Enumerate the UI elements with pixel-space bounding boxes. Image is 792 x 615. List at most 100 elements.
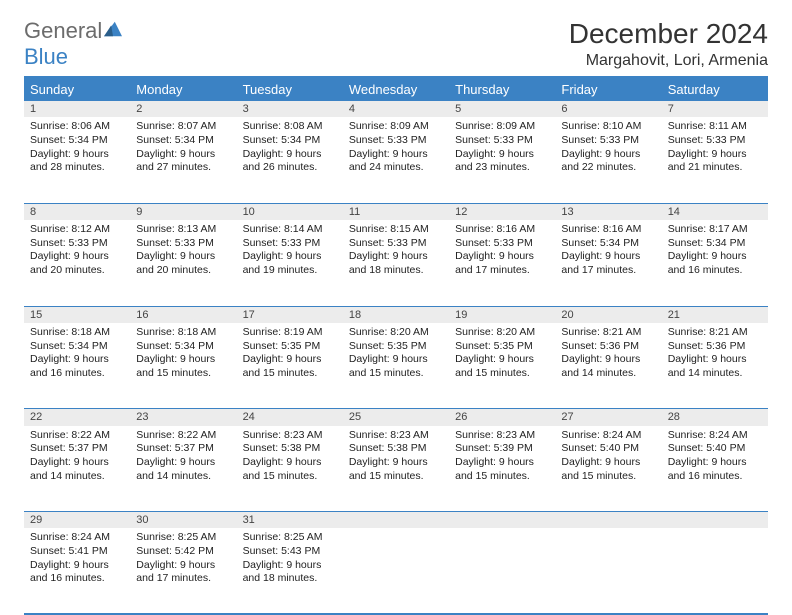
day-cell: Sunrise: 8:21 AMSunset: 5:36 PMDaylight:… <box>555 323 661 409</box>
day-body: Sunrise: 8:06 AMSunset: 5:34 PMDaylight:… <box>24 117 130 181</box>
daylight-line: Daylight: 9 hours and 14 minutes. <box>668 353 762 380</box>
daylight-line: Daylight: 9 hours and 15 minutes. <box>136 353 230 380</box>
day-body: Sunrise: 8:24 AMSunset: 5:40 PMDaylight:… <box>662 426 768 490</box>
daylight-line: Daylight: 9 hours and 18 minutes. <box>243 559 337 586</box>
day-body: Sunrise: 8:24 AMSunset: 5:41 PMDaylight:… <box>24 528 130 592</box>
daylight-line: Daylight: 9 hours and 17 minutes. <box>561 250 655 277</box>
sunset-line: Sunset: 5:38 PM <box>243 442 337 456</box>
sunrise-line: Sunrise: 8:25 AM <box>136 531 230 545</box>
daylight-line: Daylight: 9 hours and 14 minutes. <box>30 456 124 483</box>
day-cell: Sunrise: 8:22 AMSunset: 5:37 PMDaylight:… <box>130 426 236 512</box>
sunrise-line: Sunrise: 8:20 AM <box>455 326 549 340</box>
day-cell: Sunrise: 8:23 AMSunset: 5:39 PMDaylight:… <box>449 426 555 512</box>
day-number-cell: 25 <box>343 409 449 426</box>
day-number-cell: 12 <box>449 203 555 220</box>
sunset-line: Sunset: 5:33 PM <box>349 237 443 251</box>
day-cell: Sunrise: 8:16 AMSunset: 5:33 PMDaylight:… <box>449 220 555 306</box>
day-cell: Sunrise: 8:11 AMSunset: 5:33 PMDaylight:… <box>662 117 768 203</box>
daylight-line: Daylight: 9 hours and 15 minutes. <box>349 456 443 483</box>
day-cell: Sunrise: 8:15 AMSunset: 5:33 PMDaylight:… <box>343 220 449 306</box>
day-body: Sunrise: 8:17 AMSunset: 5:34 PMDaylight:… <box>662 220 768 284</box>
sunrise-line: Sunrise: 8:22 AM <box>30 429 124 443</box>
daylight-line: Daylight: 9 hours and 23 minutes. <box>455 148 549 175</box>
daylight-line: Daylight: 9 hours and 15 minutes. <box>455 353 549 380</box>
sunrise-line: Sunrise: 8:24 AM <box>30 531 124 545</box>
daylight-line: Daylight: 9 hours and 14 minutes. <box>136 456 230 483</box>
daylight-line: Daylight: 9 hours and 15 minutes. <box>349 353 443 380</box>
day-body: Sunrise: 8:09 AMSunset: 5:33 PMDaylight:… <box>449 117 555 181</box>
day-number-cell: 29 <box>24 512 130 529</box>
title-block: December 2024 Margahovit, Lori, Armenia <box>569 18 768 70</box>
daylight-line: Daylight: 9 hours and 17 minutes. <box>455 250 549 277</box>
day-body: Sunrise: 8:14 AMSunset: 5:33 PMDaylight:… <box>237 220 343 284</box>
sunrise-line: Sunrise: 8:11 AM <box>668 120 762 134</box>
day-body: Sunrise: 8:24 AMSunset: 5:40 PMDaylight:… <box>555 426 661 490</box>
day-body: Sunrise: 8:22 AMSunset: 5:37 PMDaylight:… <box>130 426 236 490</box>
day-cell: Sunrise: 8:25 AMSunset: 5:42 PMDaylight:… <box>130 528 236 614</box>
day-number-cell: 26 <box>449 409 555 426</box>
day-number-cell: 16 <box>130 306 236 323</box>
day-body-row: Sunrise: 8:12 AMSunset: 5:33 PMDaylight:… <box>24 220 768 306</box>
day-number-cell <box>343 512 449 529</box>
day-body: Sunrise: 8:15 AMSunset: 5:33 PMDaylight:… <box>343 220 449 284</box>
day-number-cell: 3 <box>237 101 343 117</box>
day-cell: Sunrise: 8:16 AMSunset: 5:34 PMDaylight:… <box>555 220 661 306</box>
daylight-line: Daylight: 9 hours and 16 minutes. <box>668 250 762 277</box>
day-number-cell <box>662 512 768 529</box>
sunrise-line: Sunrise: 8:23 AM <box>455 429 549 443</box>
day-body: Sunrise: 8:23 AMSunset: 5:38 PMDaylight:… <box>237 426 343 490</box>
sunset-line: Sunset: 5:33 PM <box>243 237 337 251</box>
sunset-line: Sunset: 5:34 PM <box>136 340 230 354</box>
sunset-line: Sunset: 5:34 PM <box>136 134 230 148</box>
day-body: Sunrise: 8:09 AMSunset: 5:33 PMDaylight:… <box>343 117 449 181</box>
day-number-row: 293031 <box>24 512 768 529</box>
sunrise-line: Sunrise: 8:21 AM <box>561 326 655 340</box>
daylight-line: Daylight: 9 hours and 26 minutes. <box>243 148 337 175</box>
day-body: Sunrise: 8:12 AMSunset: 5:33 PMDaylight:… <box>24 220 130 284</box>
sunset-line: Sunset: 5:42 PM <box>136 545 230 559</box>
day-body: Sunrise: 8:21 AMSunset: 5:36 PMDaylight:… <box>662 323 768 387</box>
sunrise-line: Sunrise: 8:09 AM <box>349 120 443 134</box>
day-body-row: Sunrise: 8:06 AMSunset: 5:34 PMDaylight:… <box>24 117 768 203</box>
day-body: Sunrise: 8:16 AMSunset: 5:33 PMDaylight:… <box>449 220 555 284</box>
daylight-line: Daylight: 9 hours and 16 minutes. <box>668 456 762 483</box>
sunrise-line: Sunrise: 8:13 AM <box>136 223 230 237</box>
day-number-cell: 15 <box>24 306 130 323</box>
day-body: Sunrise: 8:18 AMSunset: 5:34 PMDaylight:… <box>130 323 236 387</box>
day-body-row: Sunrise: 8:22 AMSunset: 5:37 PMDaylight:… <box>24 426 768 512</box>
day-cell: Sunrise: 8:08 AMSunset: 5:34 PMDaylight:… <box>237 117 343 203</box>
day-cell: Sunrise: 8:12 AMSunset: 5:33 PMDaylight:… <box>24 220 130 306</box>
weekday-header: Saturday <box>662 77 768 101</box>
sunrise-line: Sunrise: 8:21 AM <box>668 326 762 340</box>
weekday-header: Monday <box>130 77 236 101</box>
day-number-cell: 11 <box>343 203 449 220</box>
sunset-line: Sunset: 5:37 PM <box>136 442 230 456</box>
sunrise-line: Sunrise: 8:16 AM <box>561 223 655 237</box>
sunrise-line: Sunrise: 8:18 AM <box>136 326 230 340</box>
daylight-line: Daylight: 9 hours and 27 minutes. <box>136 148 230 175</box>
sunrise-line: Sunrise: 8:18 AM <box>30 326 124 340</box>
sunrise-line: Sunrise: 8:24 AM <box>561 429 655 443</box>
day-cell: Sunrise: 8:17 AMSunset: 5:34 PMDaylight:… <box>662 220 768 306</box>
day-body: Sunrise: 8:25 AMSunset: 5:42 PMDaylight:… <box>130 528 236 592</box>
day-body: Sunrise: 8:20 AMSunset: 5:35 PMDaylight:… <box>449 323 555 387</box>
day-body: Sunrise: 8:10 AMSunset: 5:33 PMDaylight:… <box>555 117 661 181</box>
sunset-line: Sunset: 5:33 PM <box>668 134 762 148</box>
day-body: Sunrise: 8:23 AMSunset: 5:39 PMDaylight:… <box>449 426 555 490</box>
day-number-cell: 1 <box>24 101 130 117</box>
day-cell <box>662 528 768 614</box>
day-number-cell: 9 <box>130 203 236 220</box>
day-body: Sunrise: 8:07 AMSunset: 5:34 PMDaylight:… <box>130 117 236 181</box>
location-subtitle: Margahovit, Lori, Armenia <box>569 52 768 70</box>
daylight-line: Daylight: 9 hours and 28 minutes. <box>30 148 124 175</box>
day-number-row: 15161718192021 <box>24 306 768 323</box>
day-number-cell: 23 <box>130 409 236 426</box>
day-body-row: Sunrise: 8:18 AMSunset: 5:34 PMDaylight:… <box>24 323 768 409</box>
sunrise-line: Sunrise: 8:14 AM <box>243 223 337 237</box>
sunrise-line: Sunrise: 8:25 AM <box>243 531 337 545</box>
day-cell: Sunrise: 8:24 AMSunset: 5:40 PMDaylight:… <box>555 426 661 512</box>
day-cell: Sunrise: 8:06 AMSunset: 5:34 PMDaylight:… <box>24 117 130 203</box>
weekday-header: Thursday <box>449 77 555 101</box>
day-number-cell: 20 <box>555 306 661 323</box>
day-body-row: Sunrise: 8:24 AMSunset: 5:41 PMDaylight:… <box>24 528 768 614</box>
